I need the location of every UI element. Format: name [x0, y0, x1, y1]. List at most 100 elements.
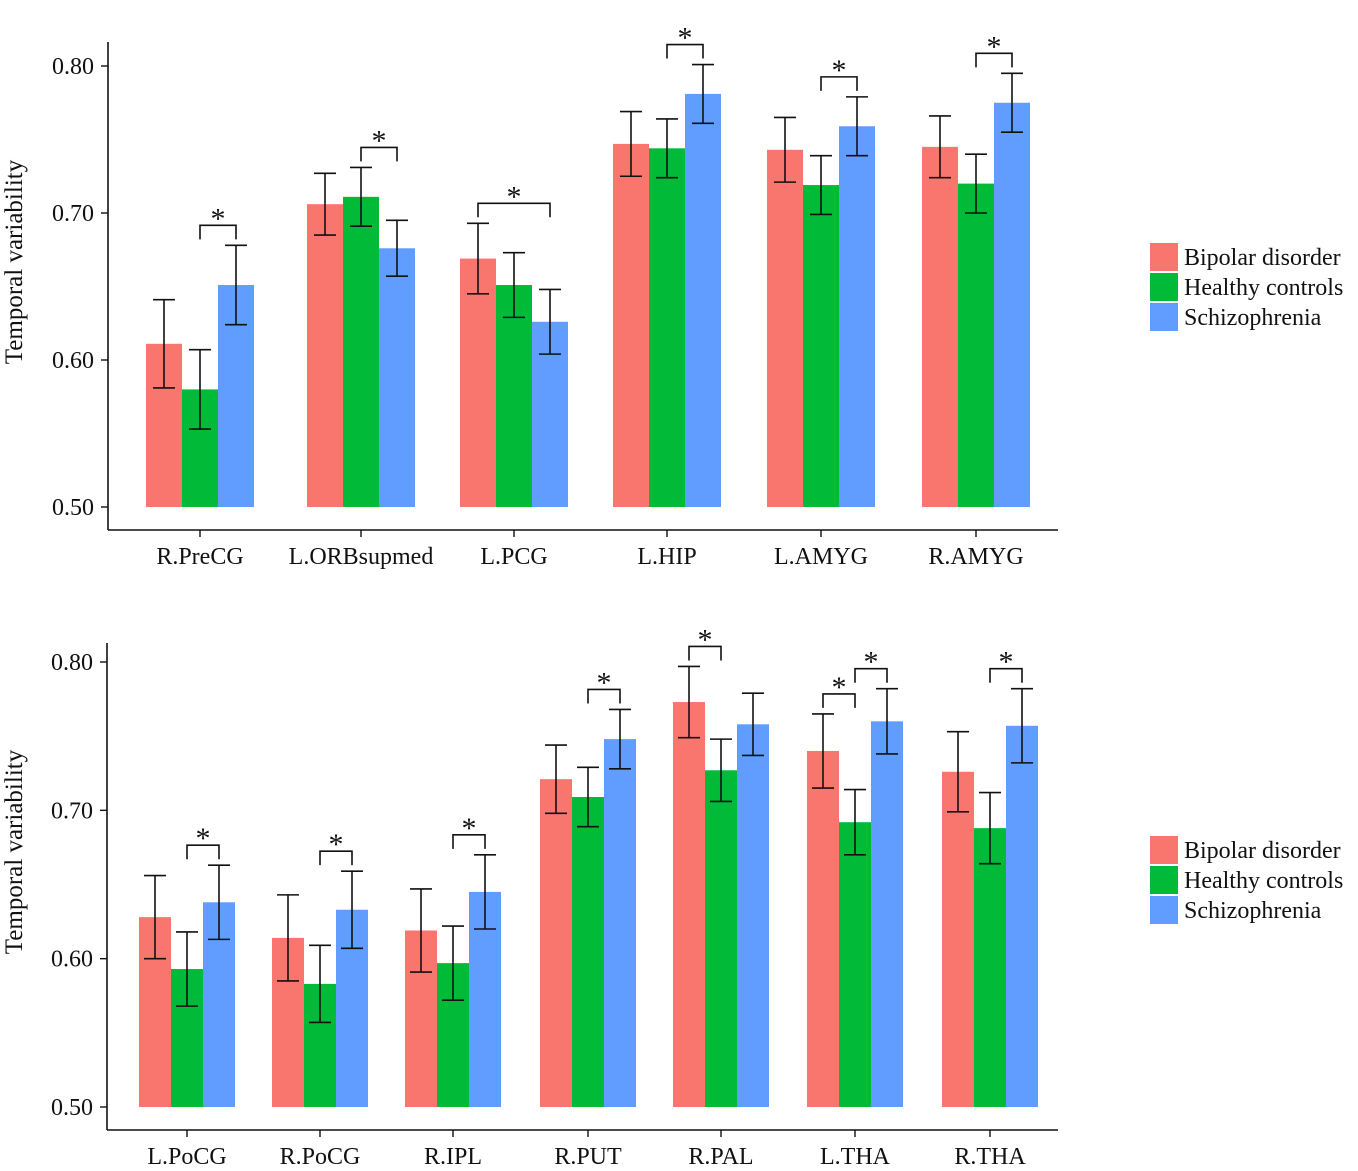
significance-star: * — [832, 54, 847, 87]
bracket-line — [975, 52, 1013, 68]
bracket-line — [820, 76, 858, 91]
y-tick-label: 0.80 — [51, 650, 93, 676]
significance-bracket: * — [452, 812, 486, 849]
legend-swatch-bipolar-disorder — [1150, 836, 1178, 864]
error-bar — [545, 744, 567, 815]
bar-healthy-controls — [839, 822, 871, 1107]
error-bar — [844, 788, 866, 856]
x-tick-label: L.PoCG — [147, 1144, 226, 1170]
legend-swatch-healthy-controls — [1150, 866, 1178, 894]
significance-bracket: * — [975, 30, 1013, 68]
error-bar — [620, 110, 642, 178]
significance-star: * — [211, 202, 226, 235]
bar-schizophrenia — [604, 739, 636, 1107]
error-bar — [153, 298, 175, 389]
bar-bipolar-disorder — [807, 751, 839, 1107]
error-bar — [410, 888, 432, 973]
x-tick-label: R.IPL — [424, 1144, 482, 1170]
bar-schizophrenia — [1006, 725, 1038, 1107]
error-bar — [609, 708, 631, 770]
bar-bipolar-disorder — [922, 146, 958, 507]
significance-star: * — [999, 646, 1014, 679]
error-bar — [929, 115, 951, 179]
significance-star: * — [597, 666, 612, 699]
y-tick-label: 0.50 — [52, 495, 94, 521]
legend-label: Bipolar disorder — [1184, 838, 1341, 864]
error-bar — [692, 63, 714, 125]
x-tick-label: L.THA — [820, 1144, 891, 1170]
bar-healthy-controls — [343, 196, 379, 507]
y-tick-label: 0.70 — [52, 201, 94, 227]
bar-schizophrenia — [994, 102, 1030, 507]
error-bar — [965, 153, 987, 214]
legend-swatch-schizophrenia — [1150, 896, 1178, 924]
error-bar — [277, 894, 299, 982]
legend-label: Schizophrenia — [1184, 898, 1322, 924]
error-bar — [979, 791, 1001, 865]
bar-bipolar-disorder — [540, 779, 572, 1107]
legend: Bipolar disorder Healthy controls Schizoph… — [1150, 243, 1343, 331]
bar-schizophrenia — [871, 721, 903, 1107]
bar-bipolar-disorder — [673, 702, 705, 1107]
error-bar — [846, 96, 868, 157]
error-bar — [1001, 72, 1023, 133]
error-bar — [176, 931, 198, 1007]
bracket-line — [822, 693, 856, 708]
bar-bipolar-disorder — [767, 149, 803, 508]
error-bar — [810, 154, 832, 216]
error-bar — [225, 244, 247, 326]
significance-bracket: * — [199, 202, 237, 240]
x-tick-label: R.PoCG — [280, 1144, 361, 1170]
error-bar — [386, 219, 408, 278]
significance-star: * — [987, 30, 1002, 63]
error-bar — [812, 713, 834, 789]
significance-bracket: * — [360, 124, 398, 162]
significance-star: * — [462, 812, 477, 845]
error-bar — [144, 874, 166, 960]
x-tick-label: R.PUT — [554, 1144, 622, 1170]
error-bar — [309, 944, 331, 1024]
bracket-line — [854, 667, 888, 683]
y-tick-label: 0.70 — [51, 798, 93, 824]
error-bar — [742, 692, 764, 757]
bracket-line — [319, 850, 353, 866]
bar-bipolar-disorder — [613, 143, 649, 507]
bar-healthy-controls — [803, 185, 839, 507]
bar-healthy-controls — [705, 770, 737, 1107]
significance-bracket: * — [666, 22, 704, 59]
error-bar — [350, 166, 372, 228]
legend-label: Healthy controls — [1184, 868, 1343, 894]
legend: Bipolar disorder Healthy controls Schizoph… — [1150, 836, 1343, 924]
significance-bracket: * — [822, 671, 856, 708]
bracket-line — [452, 834, 486, 849]
significance-bracket: * — [587, 666, 621, 704]
bracket-line — [360, 146, 398, 162]
legend-label: Healthy controls — [1184, 275, 1343, 301]
y-tick-label: 0.60 — [52, 348, 94, 374]
bar-schizophrenia — [737, 724, 769, 1107]
bracket-line — [477, 202, 551, 218]
legend-label: Schizophrenia — [1184, 305, 1322, 331]
significance-star: * — [698, 623, 713, 656]
error-bar — [539, 288, 561, 355]
bracket-line — [587, 688, 621, 704]
significance-star: * — [678, 22, 693, 55]
bracket-line — [666, 43, 704, 59]
bar-healthy-controls — [572, 796, 604, 1107]
significance-bracket: * — [989, 646, 1023, 683]
x-tick-label: R.AMYG — [928, 544, 1023, 570]
bar-bipolar-disorder — [307, 204, 343, 507]
bracket-line — [186, 844, 220, 860]
y-tick-label: 0.80 — [52, 54, 94, 80]
significance-star: * — [372, 124, 387, 157]
error-bar — [442, 925, 464, 1002]
error-bar — [474, 854, 496, 930]
bar-bipolar-disorder — [942, 771, 974, 1107]
bracket-line — [688, 645, 722, 661]
error-bar — [774, 116, 796, 183]
x-tick-label: L.ORBsupmed — [289, 544, 434, 570]
error-bar — [503, 251, 525, 319]
significance-star: * — [507, 180, 522, 213]
significance-bracket: * — [688, 623, 722, 661]
significance-bracket: * — [820, 54, 858, 91]
